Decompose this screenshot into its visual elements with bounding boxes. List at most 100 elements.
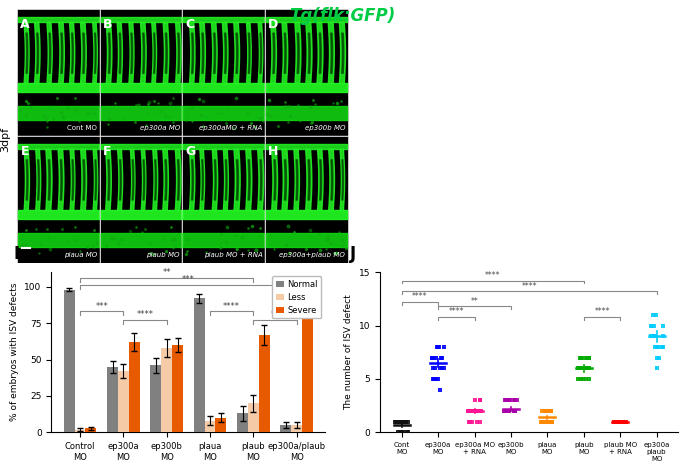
Point	[397, 418, 408, 425]
Point	[395, 418, 406, 425]
Point	[536, 418, 547, 425]
Point	[503, 397, 514, 404]
Bar	[129, 342, 140, 432]
Text: plaub MO: plaub MO	[147, 252, 180, 258]
Point	[509, 407, 520, 415]
Point	[540, 407, 551, 415]
Bar	[172, 345, 183, 432]
Point	[430, 375, 441, 383]
Point	[651, 354, 662, 361]
Point	[469, 407, 480, 415]
Bar	[107, 367, 118, 432]
Point	[508, 407, 519, 415]
Point	[574, 365, 585, 372]
Bar	[118, 371, 129, 432]
Y-axis label: The number of ISV defect: The number of ISV defect	[345, 294, 353, 410]
Point	[432, 343, 443, 351]
Point	[469, 407, 480, 415]
Point	[397, 429, 408, 436]
Point	[542, 407, 553, 415]
Text: **: **	[471, 297, 478, 306]
Point	[500, 407, 511, 415]
Point	[429, 354, 440, 361]
Point	[438, 343, 449, 351]
Bar	[161, 348, 172, 432]
Bar	[182, 9, 265, 136]
Point	[434, 365, 445, 372]
Text: ****: ****	[594, 307, 610, 316]
Bar	[17, 136, 100, 263]
Point	[537, 407, 548, 415]
Text: B: B	[103, 18, 112, 31]
Bar	[265, 136, 347, 263]
Point	[390, 418, 401, 425]
Point	[436, 365, 447, 372]
Point	[503, 397, 514, 404]
Point	[582, 365, 593, 372]
Text: F: F	[103, 145, 112, 158]
Bar	[151, 365, 161, 432]
Point	[509, 407, 520, 415]
Point	[434, 343, 445, 351]
Point	[397, 429, 408, 436]
Bar	[248, 403, 259, 432]
Point	[648, 332, 659, 340]
Bar	[64, 290, 75, 432]
Point	[503, 407, 514, 415]
Point	[658, 332, 669, 340]
Point	[547, 418, 558, 425]
Bar	[75, 430, 86, 432]
Point	[463, 407, 474, 415]
Text: ****: ****	[136, 311, 153, 319]
Point	[651, 343, 662, 351]
Point	[649, 332, 660, 340]
Point	[610, 418, 621, 425]
Point	[611, 418, 622, 425]
Point	[619, 418, 630, 425]
Point	[464, 418, 475, 425]
Point	[401, 429, 412, 436]
Point	[393, 418, 404, 425]
Bar	[237, 413, 248, 432]
Point	[614, 418, 625, 425]
Bar	[17, 9, 100, 136]
Point	[504, 407, 515, 415]
Point	[439, 365, 450, 372]
Point	[612, 418, 623, 425]
Text: ****: ****	[485, 271, 501, 280]
Point	[653, 354, 664, 361]
Point	[572, 375, 583, 383]
Point	[577, 375, 588, 383]
Point	[475, 418, 486, 425]
Point	[653, 343, 664, 351]
Point	[399, 418, 410, 425]
Point	[392, 418, 403, 425]
Bar	[280, 425, 291, 432]
Point	[427, 354, 438, 361]
Text: ep300b MO: ep300b MO	[305, 125, 345, 131]
Text: ***: ***	[182, 275, 195, 285]
Point	[432, 343, 443, 351]
Point	[584, 354, 595, 361]
Point	[651, 311, 662, 319]
Point	[427, 365, 438, 372]
Text: **: **	[271, 311, 279, 319]
Point	[543, 418, 553, 425]
Point	[465, 418, 476, 425]
Point	[540, 418, 551, 425]
Point	[648, 332, 659, 340]
Point	[612, 418, 623, 425]
Point	[575, 365, 586, 372]
Text: Tg(flk:GFP): Tg(flk:GFP)	[289, 7, 396, 25]
Point	[541, 418, 552, 425]
Point	[539, 407, 550, 415]
Point	[510, 407, 521, 415]
Point	[392, 418, 403, 425]
Point	[466, 407, 477, 415]
Point	[501, 407, 512, 415]
Point	[584, 354, 595, 361]
Point	[392, 429, 403, 436]
Point	[578, 365, 589, 372]
Point	[648, 322, 659, 329]
Point	[402, 418, 413, 425]
